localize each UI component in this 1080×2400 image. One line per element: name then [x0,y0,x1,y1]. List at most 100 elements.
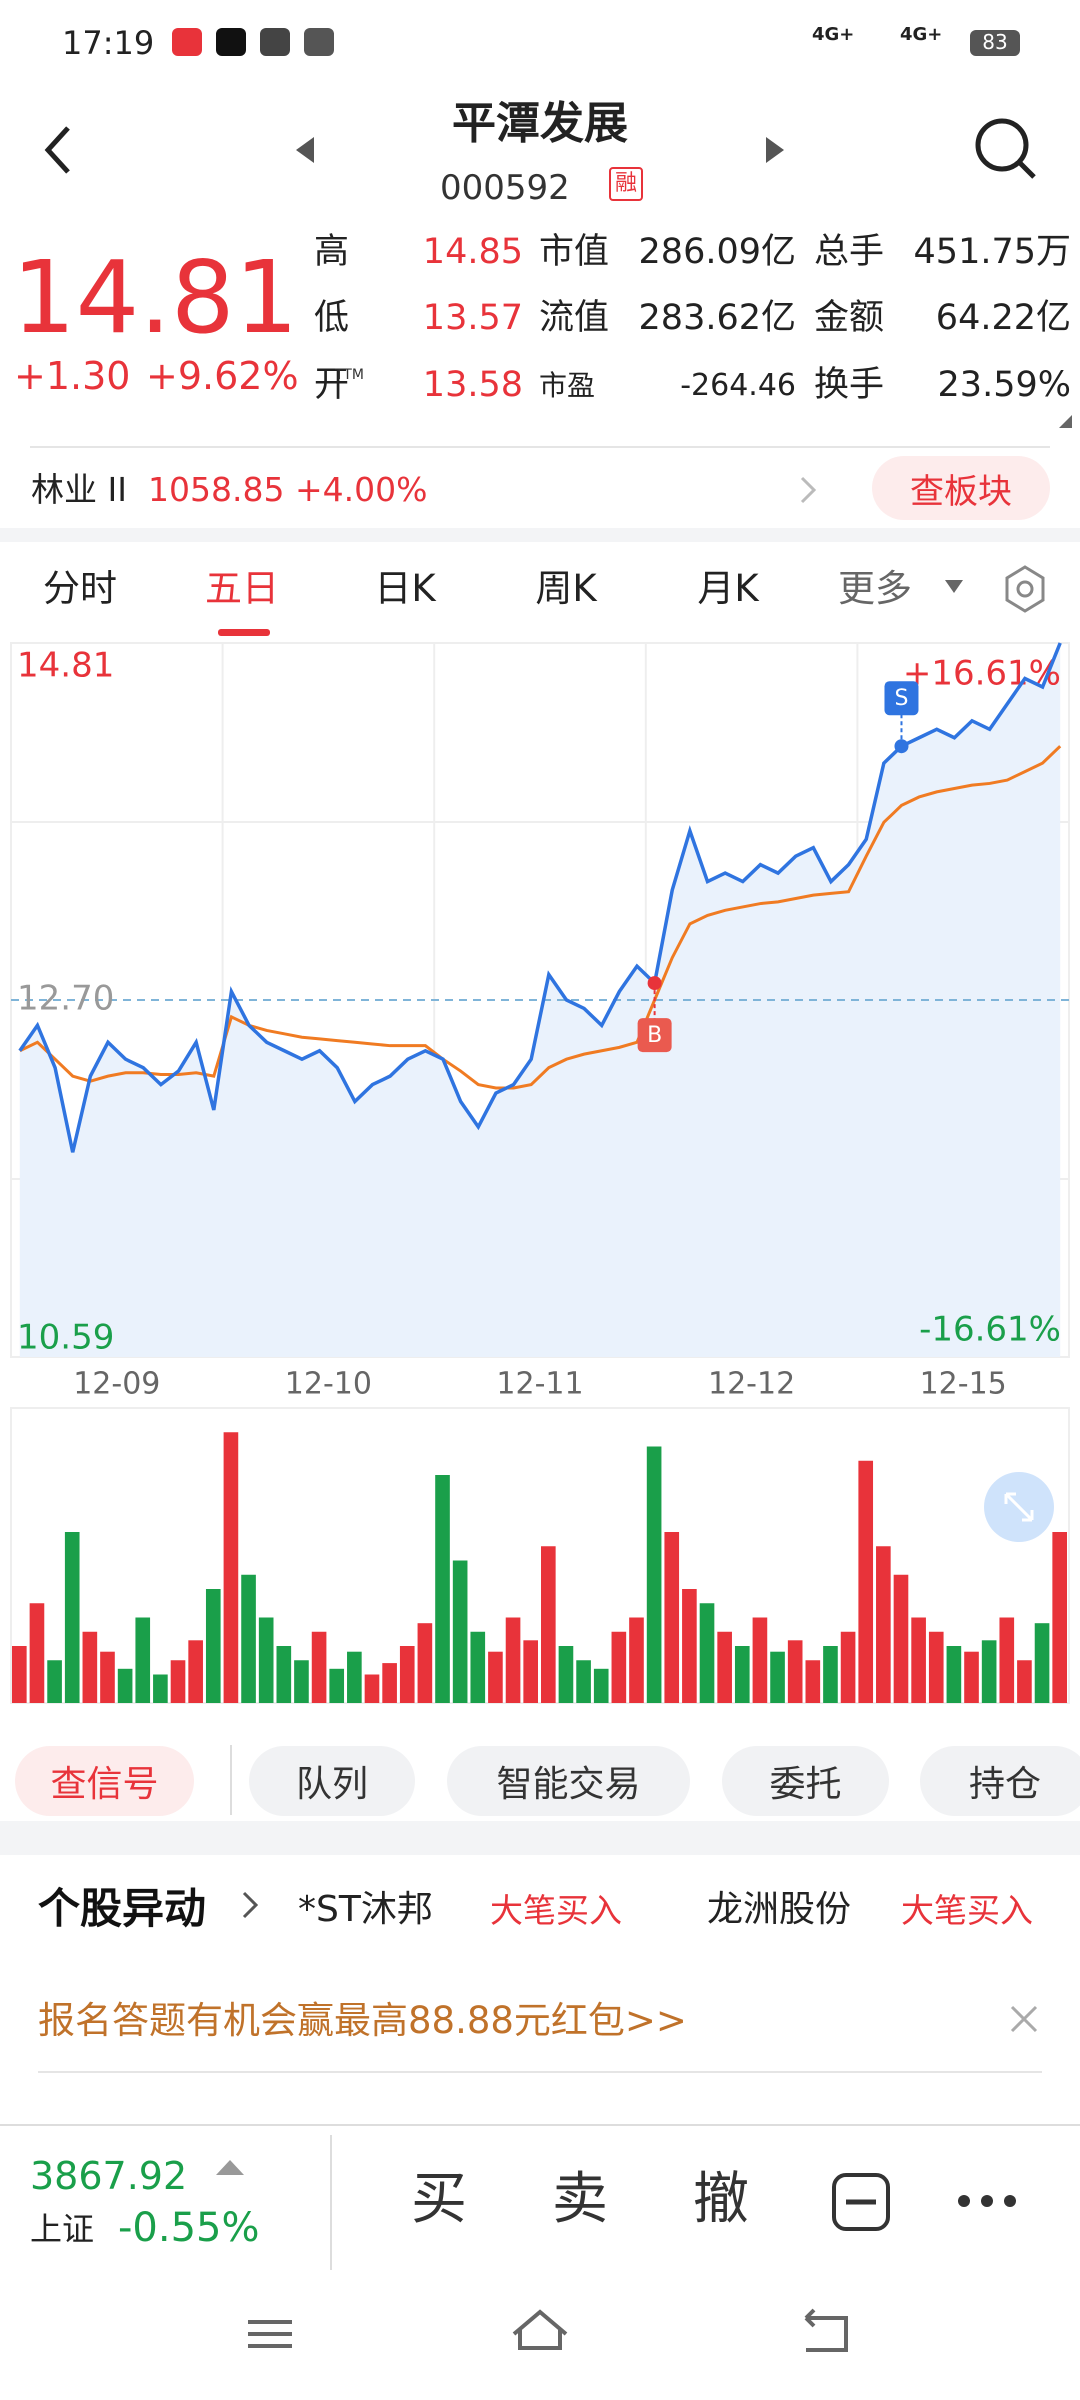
stat-value: 451.75万 [913,232,1071,272]
stat-label: 开 [314,365,350,405]
app-icon [216,28,246,56]
y-tick-label: 14.81 [17,646,114,686]
volume-bar [29,1603,45,1703]
settings-icon [1016,580,1034,598]
search-icon[interactable] [975,118,1029,172]
volume-bar [593,1668,609,1703]
volume-bar [787,1640,803,1703]
menu-button[interactable] [832,2173,890,2231]
action-button[interactable]: 委托 [722,1746,889,1816]
volume-bar [911,1617,926,1703]
volume-bar [382,1663,397,1703]
marker-label: B [647,1023,662,1048]
chevron [800,476,817,504]
volume-bar [399,1646,415,1703]
nav-back[interactable] [804,2308,848,2352]
settings-icon[interactable] [1005,565,1045,613]
volume-bar [241,1574,256,1703]
search-icon [1018,161,1036,179]
volume-bar [294,1660,309,1703]
x-tick-label: 12-09 [73,1367,160,1402]
price-area [19,643,1061,1357]
expand-icon [1004,1492,1034,1522]
nav-menu[interactable] [248,2320,292,2348]
more-button[interactable] [958,2195,970,2207]
volume-bar [629,1617,644,1703]
chevron [242,1891,259,1919]
stat-value: -264.46 [680,367,796,403]
marker-dot [894,739,909,754]
trade-button[interactable]: 卖 [552,2167,608,2232]
volume-bar [12,1646,27,1703]
action-button[interactable]: 智能交易 [447,1746,690,1816]
tab[interactable]: 月K [697,567,759,610]
action-button[interactable]: 持仓 [920,1746,1080,1816]
tab[interactable]: 五日 [205,567,279,610]
volume-bar [1034,1623,1050,1703]
volume-bar [258,1617,274,1703]
stat-value: 13.57 [422,298,523,338]
volume-bar [170,1660,186,1703]
stat-label: 市盈 [539,368,596,402]
time: 17:19 [62,24,155,62]
volume-bar [682,1589,697,1703]
y2-tick-label: +16.61% [903,654,1061,694]
alerts-title: 个股异动 [38,1884,207,1933]
close-icon[interactable] [1010,2005,1038,2033]
volume-bar [734,1646,750,1703]
sector-name: 林业 II [31,470,127,509]
promo[interactable]: 报名答题有机会赢最高88.88元红包>> [38,1999,687,2042]
volume-bar [82,1631,98,1703]
trade-button[interactable]: 买 [411,2167,467,2232]
dropdown-icon[interactable] [945,580,963,593]
volume-bar [117,1668,133,1703]
sector-button[interactable]: 查板块 [872,456,1050,520]
volume-bar [1052,1532,1067,1703]
volume-bar [364,1674,380,1703]
tab[interactable]: 周K [535,567,597,610]
tab[interactable]: 更多 [838,567,912,610]
corner-mark [1059,415,1072,428]
volume-bar [435,1475,450,1703]
marker-dot [647,976,662,991]
next-icon[interactable] [766,137,784,163]
sector-value: 1058.85 +4.00% [148,470,428,509]
tab[interactable]: 日K [374,567,436,610]
volume-bar [770,1651,785,1703]
volume-bar [488,1651,503,1703]
volume-bar [876,1546,891,1703]
prev-icon[interactable] [296,137,314,163]
y-tick-label: 10.59 [17,1318,114,1358]
volume-bar [576,1660,591,1703]
volume-bar [541,1546,556,1703]
action-button[interactable]: 队列 [249,1746,415,1816]
separator [0,1821,1080,1855]
change: +1.30 [14,354,131,398]
marker-label: S [894,686,908,711]
app-icon [260,28,290,56]
action-button[interactable]: 查信号 [15,1746,194,1816]
volume-bar [417,1623,433,1703]
stat-value: 14.85 [422,232,523,272]
stat-label: 高 [314,232,350,272]
back-icon[interactable] [44,126,70,174]
series-line [18,642,1062,1153]
volume-bar [699,1603,715,1703]
volume-bar [946,1646,962,1703]
volume-bar [205,1589,221,1703]
x-tick-label: 12-12 [708,1367,795,1402]
trade-button[interactable]: 撤 [693,2167,749,2232]
nav-home[interactable] [512,2309,568,2350]
tab-underline [218,629,270,636]
tab[interactable]: 分时 [43,567,117,610]
volume-bar [452,1560,468,1703]
volume-bar [558,1646,574,1703]
volume-bar [153,1674,168,1703]
volume-bar [664,1532,680,1703]
stat-label: 市值 [539,232,610,272]
volume-bar [646,1446,662,1703]
stat-value: 64.22亿 [935,298,1071,338]
volume-bar [470,1631,486,1703]
